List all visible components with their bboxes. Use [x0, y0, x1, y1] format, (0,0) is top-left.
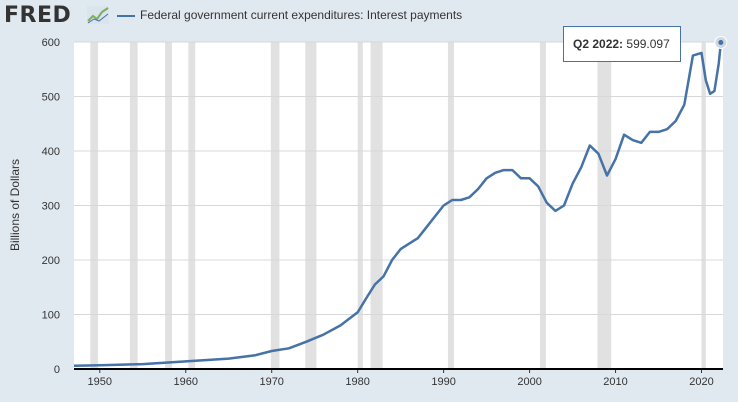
x-tick-label: 1980	[345, 376, 369, 388]
fred-trend-icon	[87, 6, 109, 24]
y-tick-label: 600	[42, 37, 60, 49]
series-line	[73, 42, 723, 367]
fred-logo-text: FRED	[4, 3, 72, 28]
y-tick-label: 0	[54, 364, 60, 376]
chart-legend: Federal government current expenditures:…	[117, 8, 462, 22]
x-tick-label: 1950	[88, 376, 112, 388]
x-tick-label: 2000	[517, 376, 541, 388]
legend-label: Federal government current expenditures:…	[140, 8, 463, 22]
x-tick-label: 1960	[174, 376, 198, 388]
tooltip-value: 599.097	[626, 37, 670, 51]
x-tick-label: 2020	[689, 376, 713, 388]
y-tick-label: 400	[42, 146, 60, 158]
hover-point	[718, 39, 724, 45]
legend-swatch	[117, 14, 135, 17]
fred-logo[interactable]: FRED	[4, 3, 71, 28]
x-tick-label: 1970	[259, 376, 283, 388]
chart-header: FRED Federal government current expendit…	[0, 0, 738, 32]
y-tick-label: 100	[42, 310, 60, 322]
tooltip-label: Q2 2022:	[573, 37, 624, 51]
y-tick-label: 500	[42, 92, 60, 104]
y-tick-label: 300	[42, 201, 60, 213]
x-tick-label: 2010	[603, 376, 627, 388]
x-tick-label: 1990	[431, 376, 455, 388]
y-tick-label: 200	[42, 255, 60, 267]
data-tooltip: Q2 2022: 599.097	[563, 26, 681, 62]
